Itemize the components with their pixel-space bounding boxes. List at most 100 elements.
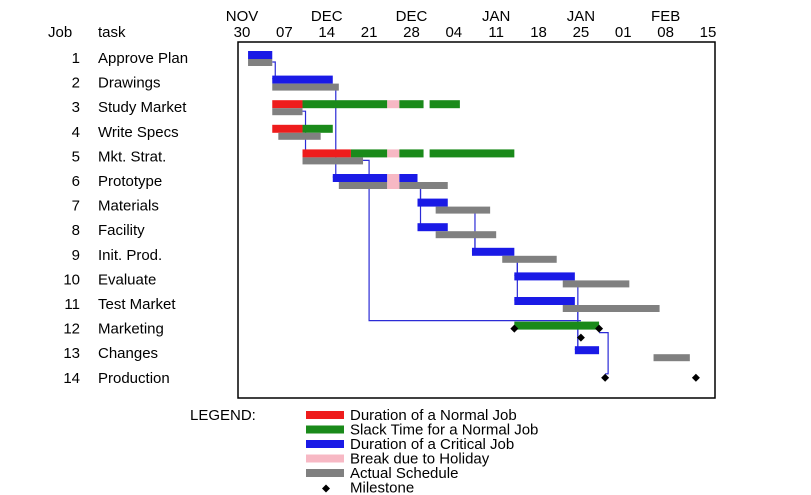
job-task-label: Write Specs	[98, 124, 179, 141]
tick-label: 21	[361, 24, 378, 41]
bar-critical	[417, 198, 448, 207]
legend-label: Actual Schedule	[350, 465, 458, 482]
legend-label: Milestone	[350, 480, 414, 495]
job-task-label: Materials	[98, 198, 159, 215]
job-column-header: Job	[48, 24, 72, 41]
bar-holiday	[387, 100, 400, 109]
job-task-label: Drawings	[98, 75, 161, 92]
tick-label: 15	[700, 24, 717, 41]
legend-swatch	[306, 469, 344, 477]
bar-actual	[272, 83, 339, 91]
milestone-marker	[595, 324, 604, 333]
bar-critical	[272, 75, 333, 84]
dependency-link	[363, 159, 581, 322]
month-label: DEC	[396, 8, 428, 25]
plot-frame	[237, 41, 716, 399]
task-column-header: task	[98, 24, 126, 41]
bar-slack	[399, 100, 424, 109]
bar-actual	[435, 206, 491, 214]
milestone-marker	[510, 324, 519, 333]
bar-critical	[574, 346, 600, 355]
legend-swatch	[306, 440, 344, 448]
month-label: JAN	[567, 8, 595, 25]
tick-label: 30	[234, 24, 251, 41]
legend-swatch	[306, 425, 344, 434]
tick-label: 18	[530, 24, 547, 41]
bar-actual	[562, 305, 660, 312]
bar-actual	[272, 108, 303, 116]
bar-actual	[302, 157, 364, 165]
legend-label: Slack Time for a Normal Job	[350, 422, 538, 439]
legend-title: LEGEND:	[190, 407, 256, 424]
bar-actual	[502, 255, 557, 263]
bar-normal	[302, 149, 351, 158]
job-task-label: Marketing	[98, 321, 164, 338]
month-label: FEB	[651, 8, 680, 25]
job-task-label: Test Market	[98, 296, 176, 313]
legend-label: Duration of a Normal Job	[350, 407, 517, 424]
job-task-label: Prototype	[98, 173, 162, 190]
bar-slack	[302, 124, 333, 133]
job-number: 6	[72, 173, 80, 190]
job-number: 7	[72, 198, 80, 215]
job-number: 10	[63, 271, 80, 288]
bar-actual	[435, 231, 497, 239]
bar-normal	[272, 124, 303, 133]
legend-swatch-milestone	[322, 484, 330, 493]
job-task-label: Evaluate	[98, 271, 156, 288]
job-number: 3	[72, 99, 80, 116]
bar-slack	[399, 149, 424, 158]
job-number: 5	[72, 148, 80, 165]
bar-actual	[338, 182, 388, 189]
legend-label: Duration of a Critical Job	[350, 436, 514, 453]
bar-critical	[332, 174, 388, 182]
job-number: 13	[63, 345, 80, 362]
tick-label: 28	[403, 24, 420, 41]
tick-label: 07	[276, 24, 293, 41]
job-number: 9	[72, 247, 80, 264]
bar-actual	[562, 280, 630, 288]
bar-actual-holiday	[387, 182, 400, 189]
bar-holiday	[387, 174, 400, 182]
schedule-bars	[248, 51, 700, 382]
bar-critical	[417, 223, 448, 232]
job-task-label: Init. Prod.	[98, 247, 162, 264]
tick-label: 01	[615, 24, 632, 41]
job-number: 2	[72, 75, 80, 92]
bar-normal	[272, 100, 303, 109]
month-label: JAN	[482, 8, 510, 25]
tick-label: 25	[573, 24, 590, 41]
bar-slack	[302, 100, 388, 109]
job-number: 1	[72, 50, 80, 67]
tick-label: 04	[445, 24, 462, 41]
milestone-marker	[576, 333, 585, 342]
job-task-label: Study Market	[98, 99, 187, 116]
dependency-link	[599, 332, 609, 375]
job-labels: 1 Approve Plan 2 Drawings 3 Study Market 4 Writ…	[63, 50, 188, 387]
bar-slack	[429, 100, 460, 109]
milestone-marker	[601, 373, 610, 382]
legend-swatch	[306, 411, 344, 419]
bar-slack	[350, 149, 388, 158]
job-number: 14	[63, 370, 80, 387]
tick-label: 08	[657, 24, 674, 41]
job-task-label: Production	[98, 370, 170, 387]
job-number: 12	[63, 321, 80, 338]
bar-slack	[429, 149, 515, 158]
bar-critical	[514, 272, 575, 281]
bar-critical	[248, 51, 273, 59]
tick-label: 11	[488, 24, 504, 41]
job-task-label: Approve Plan	[98, 50, 188, 67]
bar-critical	[471, 247, 515, 256]
job-task-label: Changes	[98, 345, 158, 362]
legend-swatch	[306, 454, 344, 463]
job-number: 8	[72, 222, 80, 239]
bar-actual	[248, 59, 273, 66]
month-label: NOV	[226, 8, 259, 25]
bar-actual	[278, 132, 321, 140]
tick-label: 14	[318, 24, 335, 41]
bar-slack	[514, 321, 600, 330]
month-label: DEC	[311, 8, 343, 25]
